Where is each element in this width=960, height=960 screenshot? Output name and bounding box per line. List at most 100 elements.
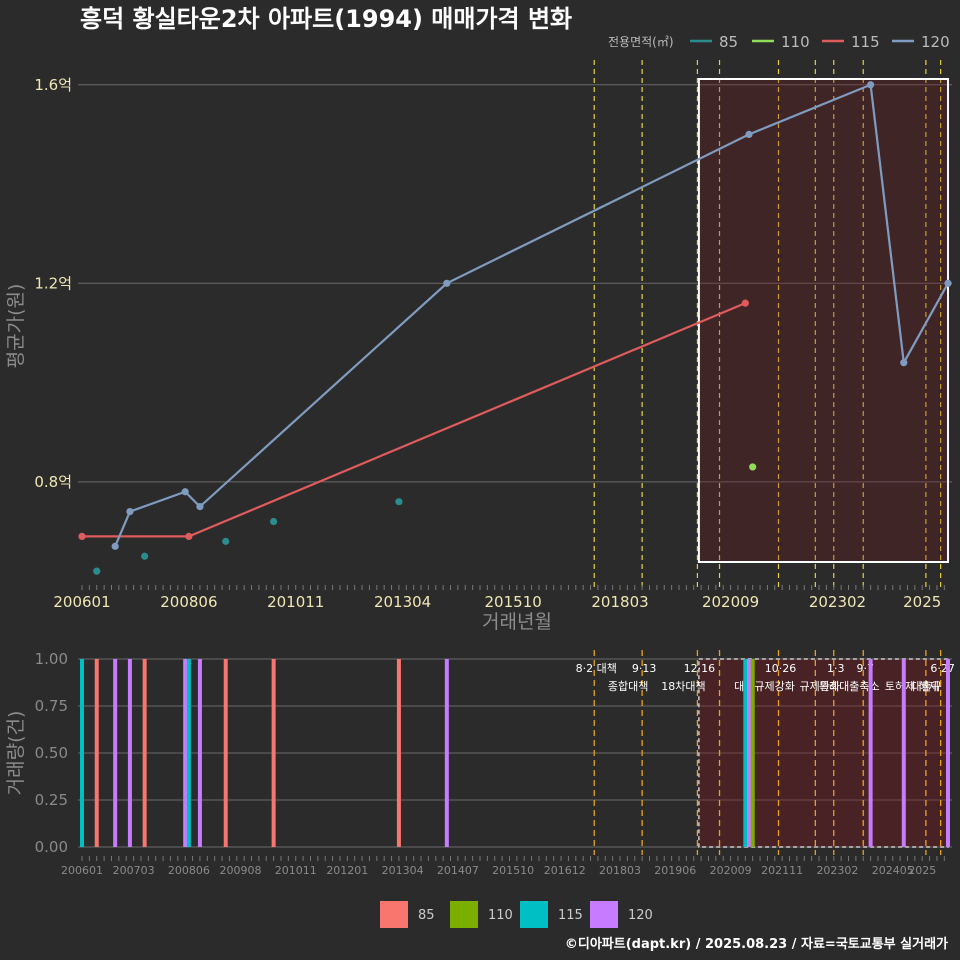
x-tick-label-1: 200806 xyxy=(160,593,217,611)
series-115-point-2 xyxy=(741,299,749,307)
volume-bar-11 xyxy=(444,659,449,847)
series-115-point-1 xyxy=(185,532,193,541)
volume-bar-6 xyxy=(186,659,191,847)
series-120-point-3 xyxy=(196,503,204,511)
series-85-point-4 xyxy=(395,498,403,506)
bottom-x-tick-label-12: 202009 xyxy=(710,864,752,877)
policy-label-1-b: 종합대책 xyxy=(608,680,648,693)
top-y-ticks: 0.8억 1.2억 1.6억 xyxy=(34,76,72,491)
bottom-x-tick-label-15: 202405 xyxy=(872,864,914,877)
bottom-x-tick-label-11: 201906 xyxy=(654,864,696,877)
volume-bar-2 xyxy=(113,659,118,847)
series-120-point-2 xyxy=(181,488,189,496)
volume-bar-4 xyxy=(142,659,147,847)
top-series xyxy=(78,81,952,575)
volume-bar-12 xyxy=(743,659,748,847)
series-85-point-0 xyxy=(93,567,101,575)
x-axis-title: 거래년월 xyxy=(482,611,552,633)
bottom-x-tick-label-4: 201011 xyxy=(275,864,317,877)
legend-top: 전용면적(㎡) 85 110 115 120 xyxy=(608,33,950,51)
bottom-legend-label-85: 85 xyxy=(418,908,435,923)
bottom-x-tick-label-6: 201304 xyxy=(382,864,424,877)
y-tick-label-1: 1.2억 xyxy=(34,274,72,292)
x-tick-label-7: 202302 xyxy=(809,593,866,611)
bottom-legend-key-110 xyxy=(450,901,478,928)
series-85-point-2 xyxy=(222,537,230,545)
volume-bar-17 xyxy=(946,659,950,847)
x-tick-label-3: 201304 xyxy=(374,593,431,611)
bottom-x-ticks: 200601 200703 200806 200908 201011 201201 2013… xyxy=(61,856,945,877)
bottom-x-tick-label-1: 200703 xyxy=(113,864,155,877)
top-highlight xyxy=(697,78,949,563)
legend-label-85: 85 xyxy=(719,33,738,51)
volume-bar-8 xyxy=(223,659,228,847)
bottom-legend-label-115: 115 xyxy=(558,908,583,923)
series-120-point-5 xyxy=(745,130,753,139)
chart-title: 흥덕 황실타운2차 아파트(1994) 매매가격 변화 xyxy=(80,5,572,33)
policy-label-9-b: 대출규 xyxy=(911,680,941,693)
volume-bar-5 xyxy=(183,659,188,847)
bottom-x-tick-label-5: 201201 xyxy=(326,864,368,877)
volume-bar-16 xyxy=(901,659,906,847)
top-x-ticks: 200601 200806 201011 201304 201510 201803 2020… xyxy=(53,585,945,611)
bottom-x-tick-label-14: 202302 xyxy=(816,864,858,877)
bottom-x-tick-label-0: 200601 xyxy=(61,864,103,877)
policy-label-7-b: 특례대출축소 xyxy=(819,680,880,693)
y-tick-label-2: 1.6억 xyxy=(34,76,72,94)
y-tick-label-0: 0.8억 xyxy=(34,473,72,491)
policy-label-4-a: 10·26 xyxy=(765,662,797,675)
policy-label-4-b: 대출규제강화 xyxy=(734,680,795,693)
policy-label-8-b: 토허제 해제 xyxy=(885,679,939,693)
x-tick-label-4: 201510 xyxy=(485,593,542,611)
volume-bar-10 xyxy=(396,659,401,847)
series-120-point-7 xyxy=(900,359,908,367)
bottom-legend-key-85 xyxy=(380,901,408,928)
bottom-y-tick-label-1: 0.25 xyxy=(35,791,68,809)
policy-label-6-a: 1·3 xyxy=(827,662,845,675)
bottom-x-tick-label-16: 2025 xyxy=(908,864,936,877)
series-115-point-0 xyxy=(78,532,86,541)
legend-title: 전용면적(㎡) xyxy=(608,35,674,49)
volume-bar-0 xyxy=(80,659,84,847)
x-tick-label-0: 200601 xyxy=(53,593,110,611)
legend-label-120: 120 xyxy=(921,33,950,51)
bottom-x-tick-label-8: 201510 xyxy=(492,864,534,877)
series-120-point-0 xyxy=(111,542,119,550)
volume-bar-15 xyxy=(868,659,873,847)
bottom-x-tick-label-13: 202111 xyxy=(761,864,803,877)
volume-bar-7 xyxy=(197,659,202,847)
volume-bar-13 xyxy=(747,659,752,847)
bottom-y-tick-label-3: 0.75 xyxy=(35,697,68,715)
policy-label-1-a: 9·13 xyxy=(632,662,657,675)
x-tick-label-2: 201011 xyxy=(267,593,324,611)
volume-bar-9 xyxy=(271,659,276,847)
policy-label-9-a: 6·27 xyxy=(930,662,955,675)
volume-bar-14 xyxy=(750,659,755,847)
bottom-legend-label-120: 120 xyxy=(628,908,653,923)
bottom-highlight xyxy=(698,658,949,848)
bottom-legend-key-120 xyxy=(590,901,618,928)
bottom-x-tick-label-2: 200806 xyxy=(168,864,210,877)
policy-label-6-b: 규제완화 xyxy=(800,680,840,693)
x-tick-label-8: 2025 xyxy=(903,593,941,611)
bottom-y-tick-label-0: 0.00 xyxy=(35,838,68,856)
volume-bar-1 xyxy=(94,659,99,847)
policy-label-0-a: 8·2 대책 xyxy=(576,662,617,675)
bottom-policy-lines: 8·2 대책 9·13 종합대책 12·16 18차대책 10·26 대출규제강화 1·3 규제… xyxy=(576,650,955,855)
bottom-y-tick-label-2: 0.50 xyxy=(35,744,68,762)
highlight-box-top xyxy=(697,78,949,563)
legend-label-110: 110 xyxy=(781,33,810,51)
bottom-y-axis-title: 거래량(건) xyxy=(5,711,27,796)
caption: ©디아파트(dapt.kr) / 2025.08.23 / 자료=국토교통부 실… xyxy=(565,936,948,952)
bottom-grid xyxy=(78,658,952,848)
policy-label-2-b: 18차대책 xyxy=(661,680,705,693)
policy-label-2-a: 12·16 xyxy=(684,662,716,675)
series-110-point-0 xyxy=(749,463,757,471)
series-120-point-1 xyxy=(126,507,134,516)
series-120-point-8 xyxy=(944,279,952,287)
y-axis-title: 평균가(원) xyxy=(5,284,27,369)
series-85-point-1 xyxy=(141,552,149,560)
top-policy-lines xyxy=(593,60,942,591)
series-85-point-3 xyxy=(270,517,278,526)
